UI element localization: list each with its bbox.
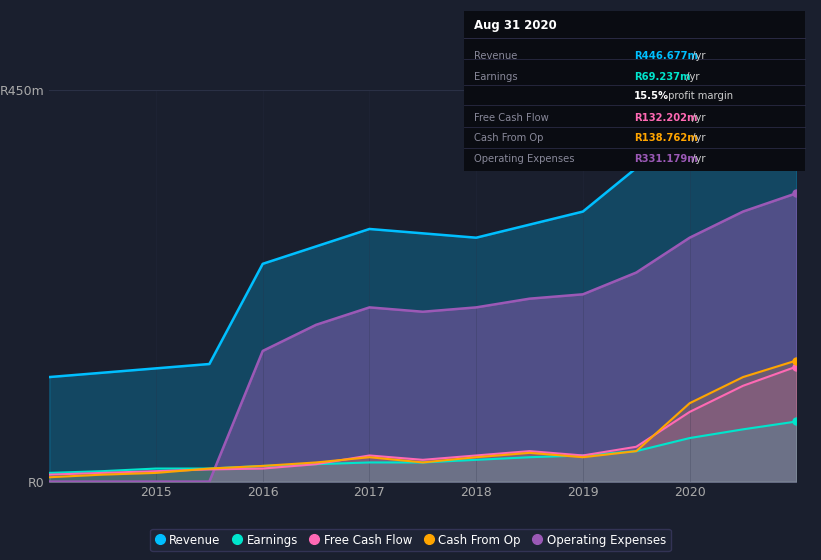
Text: Revenue: Revenue bbox=[474, 50, 517, 60]
Legend: Revenue, Earnings, Free Cash Flow, Cash From Op, Operating Expenses: Revenue, Earnings, Free Cash Flow, Cash … bbox=[150, 529, 671, 551]
Text: R446.677m: R446.677m bbox=[635, 50, 698, 60]
Text: /yr: /yr bbox=[690, 50, 706, 60]
Text: R138.762m: R138.762m bbox=[635, 133, 698, 143]
Text: 15.5%: 15.5% bbox=[635, 91, 669, 101]
Text: R132.202m: R132.202m bbox=[635, 113, 698, 123]
Text: /yr: /yr bbox=[690, 133, 706, 143]
Text: profit margin: profit margin bbox=[665, 91, 733, 101]
Text: /yr: /yr bbox=[690, 113, 706, 123]
Text: R69.237m: R69.237m bbox=[635, 72, 690, 82]
Text: Free Cash Flow: Free Cash Flow bbox=[474, 113, 548, 123]
Text: /yr: /yr bbox=[683, 72, 699, 82]
Text: Aug 31 2020: Aug 31 2020 bbox=[474, 19, 557, 32]
Text: Earnings: Earnings bbox=[474, 72, 518, 82]
Text: R331.179m: R331.179m bbox=[635, 153, 698, 164]
Text: Operating Expenses: Operating Expenses bbox=[474, 153, 575, 164]
Text: Cash From Op: Cash From Op bbox=[474, 133, 544, 143]
Text: /yr: /yr bbox=[690, 153, 706, 164]
